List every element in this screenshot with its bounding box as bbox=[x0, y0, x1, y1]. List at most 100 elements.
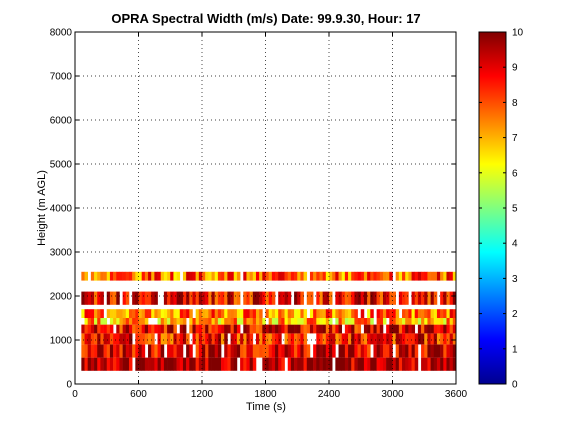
data-cell bbox=[309, 318, 314, 325]
data-cell bbox=[182, 333, 187, 345]
data-cell bbox=[214, 271, 219, 281]
data-cell bbox=[427, 291, 431, 305]
data-cell bbox=[313, 324, 317, 334]
data-cell bbox=[319, 333, 323, 345]
data-cell bbox=[351, 357, 355, 371]
data-cell bbox=[303, 309, 308, 318]
data-cell bbox=[440, 344, 444, 358]
data-cell bbox=[389, 271, 393, 281]
data-cell bbox=[224, 324, 228, 334]
data-cell bbox=[300, 344, 304, 358]
data-cell bbox=[322, 271, 327, 281]
data-cell bbox=[427, 324, 431, 334]
data-cell bbox=[329, 333, 333, 345]
data-cell bbox=[128, 271, 133, 281]
data-cell bbox=[395, 344, 400, 358]
data-cell bbox=[170, 333, 174, 345]
data-cell bbox=[163, 271, 168, 281]
data-cell bbox=[360, 271, 365, 281]
data-cell bbox=[338, 324, 342, 334]
data-cell bbox=[116, 309, 120, 318]
data-cell bbox=[433, 324, 438, 334]
data-cell bbox=[367, 333, 371, 345]
data-cell bbox=[421, 318, 425, 325]
data-cell bbox=[128, 324, 133, 334]
data-cell bbox=[354, 309, 358, 318]
data-cell bbox=[170, 271, 174, 281]
data-cell bbox=[382, 271, 387, 281]
data-cell bbox=[186, 309, 190, 318]
data-cell bbox=[243, 291, 247, 305]
data-cell bbox=[341, 271, 346, 281]
height-band bbox=[81, 357, 456, 371]
data-cell bbox=[405, 309, 409, 318]
data-cell bbox=[265, 271, 269, 281]
data-cell bbox=[379, 318, 384, 325]
data-cell bbox=[125, 309, 130, 318]
data-cell bbox=[360, 344, 365, 358]
data-cell bbox=[151, 344, 155, 358]
data-cell bbox=[116, 333, 120, 345]
data-cell bbox=[382, 318, 387, 325]
data-cell bbox=[265, 291, 269, 305]
data-cell bbox=[351, 318, 355, 325]
data-cell bbox=[386, 357, 390, 371]
data-cell bbox=[433, 271, 438, 281]
data-cell bbox=[106, 344, 111, 358]
data-cell bbox=[106, 291, 111, 305]
data-cell bbox=[195, 271, 200, 281]
data-cell bbox=[94, 318, 98, 325]
data-cell bbox=[94, 333, 98, 345]
data-cell bbox=[427, 344, 431, 358]
data-cell bbox=[370, 271, 374, 281]
data-cell bbox=[189, 291, 193, 305]
data-cell bbox=[151, 271, 155, 281]
height-band bbox=[81, 271, 456, 281]
data-cell bbox=[300, 291, 304, 305]
data-cell bbox=[411, 344, 416, 358]
data-cell bbox=[452, 309, 456, 318]
data-cell bbox=[90, 357, 95, 371]
data-cell bbox=[290, 271, 295, 281]
data-cell bbox=[402, 357, 406, 371]
data-cell bbox=[94, 357, 98, 371]
data-cell bbox=[252, 318, 257, 325]
data-cell bbox=[376, 271, 381, 281]
data-cell bbox=[338, 344, 342, 358]
data-cell bbox=[325, 324, 330, 334]
data-cell bbox=[246, 318, 250, 325]
data-cell bbox=[157, 271, 162, 281]
data-cell bbox=[300, 309, 304, 318]
data-cell bbox=[119, 309, 123, 318]
data-cell bbox=[329, 357, 333, 371]
data-cell bbox=[157, 309, 162, 318]
data-cell bbox=[417, 333, 422, 345]
data-cell bbox=[173, 309, 177, 318]
data-cell bbox=[405, 324, 409, 334]
data-cell bbox=[386, 324, 390, 334]
data-cell bbox=[262, 333, 266, 345]
colorbar-tick-label: 5 bbox=[512, 204, 518, 215]
data-cell bbox=[202, 324, 206, 334]
data-cell bbox=[109, 291, 114, 305]
data-cell bbox=[376, 333, 381, 345]
height-band bbox=[84, 318, 456, 325]
data-cell bbox=[163, 291, 168, 305]
data-cell bbox=[290, 357, 295, 371]
data-cell bbox=[211, 344, 215, 358]
data-cell bbox=[424, 291, 428, 305]
data-cell bbox=[309, 291, 314, 305]
data-cell bbox=[233, 324, 238, 334]
data-cell bbox=[255, 324, 260, 334]
data-cell bbox=[230, 333, 235, 345]
data-cell bbox=[179, 324, 184, 334]
data-cell bbox=[97, 324, 101, 334]
data-cell bbox=[360, 333, 365, 345]
data-cell bbox=[173, 271, 177, 281]
data-cell bbox=[411, 318, 416, 325]
data-cell bbox=[354, 333, 358, 345]
data-cell bbox=[354, 271, 358, 281]
data-cell bbox=[182, 324, 187, 334]
data-cell bbox=[189, 309, 193, 318]
data-cell bbox=[138, 309, 142, 318]
